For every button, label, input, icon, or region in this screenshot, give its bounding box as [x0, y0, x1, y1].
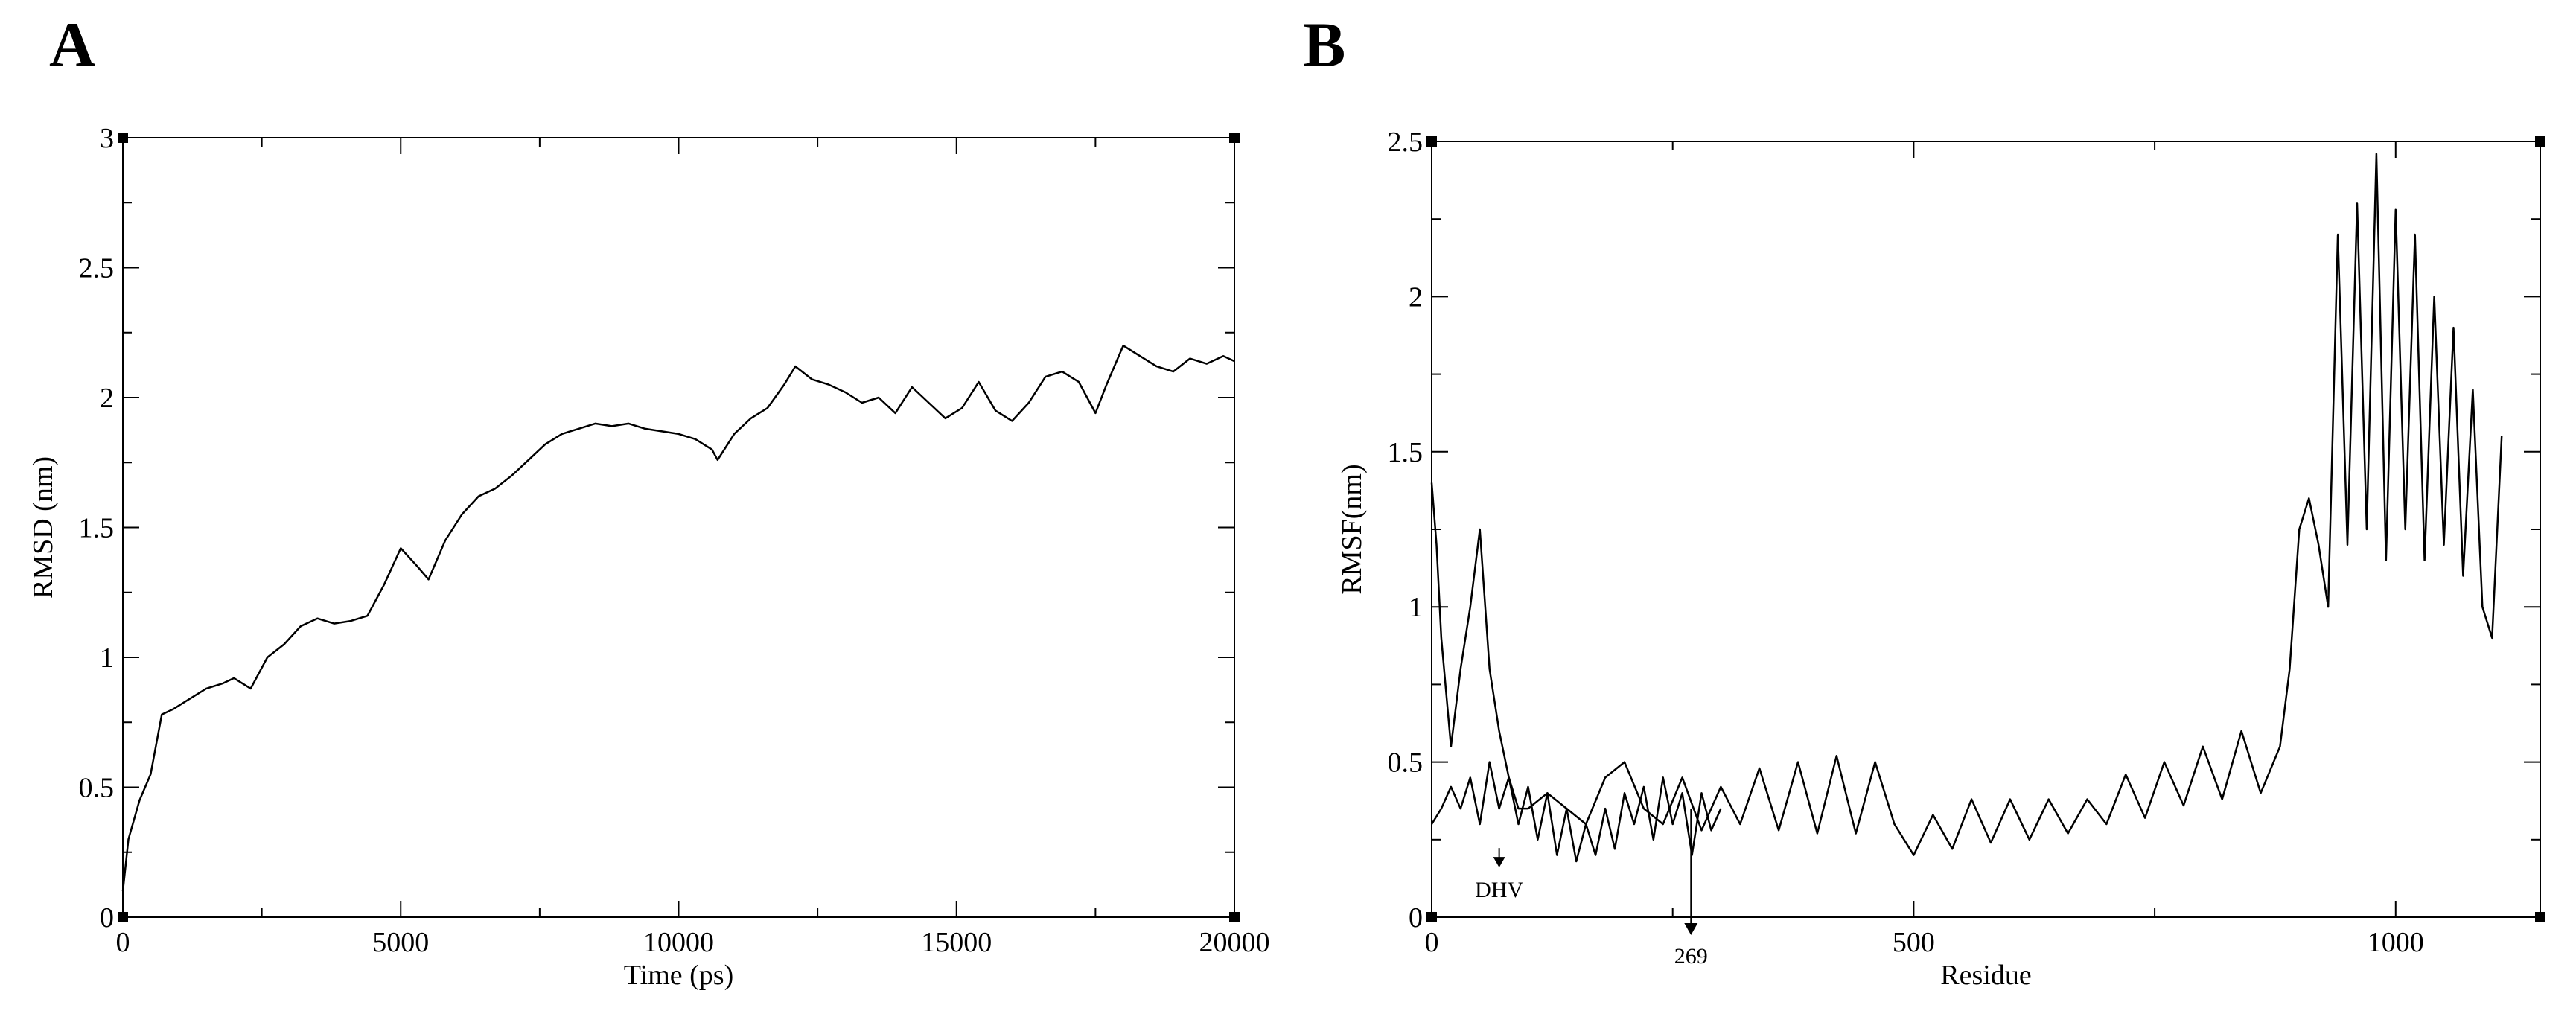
x-axis-label: Time (ps): [624, 960, 733, 991]
annotation-arrowhead-269: [1684, 923, 1698, 935]
y-tick-label: 0.5: [79, 773, 115, 804]
x-tick-label: 10000: [643, 927, 714, 958]
panel-label-a: A: [49, 9, 96, 80]
x-tick-label: 0: [1425, 927, 1439, 958]
y-tick-label: 2: [100, 383, 114, 414]
annotation-arrowhead-dhv: [1493, 857, 1505, 868]
y-tick-label: 3: [100, 123, 114, 154]
y-tick-label: 0: [100, 902, 114, 934]
series-line-2: [1430, 761, 1722, 863]
annotation-label-269: 269: [1674, 944, 1708, 969]
series-line-1: [1430, 153, 2503, 856]
x-tick-label: 1000: [2368, 927, 2424, 958]
y-tick-label: 2.5: [1388, 127, 1424, 158]
y-tick-label: 1: [1409, 592, 1423, 623]
x-tick-label: 0: [116, 927, 130, 958]
y-tick-label: 2.5: [79, 253, 115, 284]
panel-label-b: B: [1303, 9, 1346, 80]
y-tick-label: 2: [1409, 281, 1423, 313]
y-tick-label: 1.5: [1388, 437, 1424, 468]
x-tick-label: 500: [1893, 927, 1935, 958]
plot-frame: [122, 137, 1235, 918]
x-tick-label: 20000: [1199, 927, 1270, 958]
x-axis-label: Residue: [1940, 960, 2031, 991]
x-tick-label: 5000: [372, 927, 429, 958]
annotation-label-dhv: DHV: [1475, 878, 1523, 902]
chart-b: 0 500 1000 0 0.5 1 1.5 2 2.5 Residue RMSF(nm) DHV 26…: [1336, 127, 2545, 991]
y-tick-label: 0.5: [1388, 747, 1424, 779]
y-tick-label: 1.5: [79, 513, 115, 544]
y-tick-label: 0: [1409, 902, 1423, 934]
chart-a: 0 5000 10000 15000 20000 0 0.5 1 1.5 2 2.5 3 Time (p…: [28, 123, 1270, 991]
y-axis-label: RMSF(nm): [1336, 464, 1368, 594]
x-tick-label: 15000: [921, 927, 992, 958]
y-tick-label: 1: [100, 642, 114, 674]
series-line-1: [121, 344, 1235, 892]
y-axis-label: RMSD (nm): [28, 456, 59, 599]
